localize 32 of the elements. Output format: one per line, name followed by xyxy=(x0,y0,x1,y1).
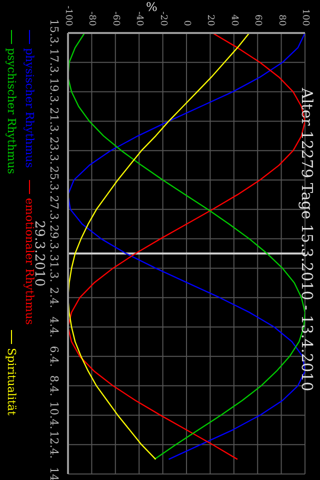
legend-label: Spiritualität xyxy=(4,348,18,416)
y-tick-label: 8.4. xyxy=(48,375,60,396)
x-axis-title: % xyxy=(146,0,158,14)
y-tick-label: 4.4. xyxy=(48,316,60,338)
x-tick-label: 40 xyxy=(228,14,239,26)
y-tick-label: 19.3. xyxy=(48,78,60,106)
y-tick-label: 10.4. xyxy=(48,401,60,430)
y-tick-label: 12.4. xyxy=(48,430,60,459)
x-tick-label: 20 xyxy=(205,14,216,26)
y-tick-label: 2.4. xyxy=(48,287,60,308)
legend-label: physischer Rhythmus xyxy=(22,48,36,168)
x-tick-label: 80 xyxy=(276,14,286,26)
y-tick-label: 27.3. xyxy=(48,195,60,224)
x-tick-label: 60 xyxy=(252,14,263,26)
y-tick-label: 29.3. xyxy=(48,224,60,253)
legend-label: emotionaler Rhythmus xyxy=(22,198,36,325)
y-tick-label: 25.3. xyxy=(48,166,60,194)
y-tick-label: 31.3. xyxy=(48,254,60,282)
legend-label: psychischer Rhythmus xyxy=(4,48,18,174)
y-tick-label: 17.3. xyxy=(48,48,60,76)
x-tick-label: 0 xyxy=(182,20,192,26)
x-tick-label: -20 xyxy=(158,12,168,26)
y-tick-label: 6.4. xyxy=(48,346,60,367)
x-tick-label: 100 xyxy=(300,8,310,26)
x-tick-label: -40 xyxy=(134,12,144,26)
y-tick-label: 21.3. xyxy=(48,107,60,136)
x-tick-label: -60 xyxy=(110,12,120,26)
x-tick-label: -100 xyxy=(63,6,73,26)
y-tick-label: 23.3. xyxy=(48,136,60,165)
x-tick-label: -80 xyxy=(86,12,97,26)
text: Alter 12279 Tage 15.3.2010 - 13.4.2010 xyxy=(298,88,316,392)
y-tick-label: 15.3. xyxy=(48,19,60,47)
